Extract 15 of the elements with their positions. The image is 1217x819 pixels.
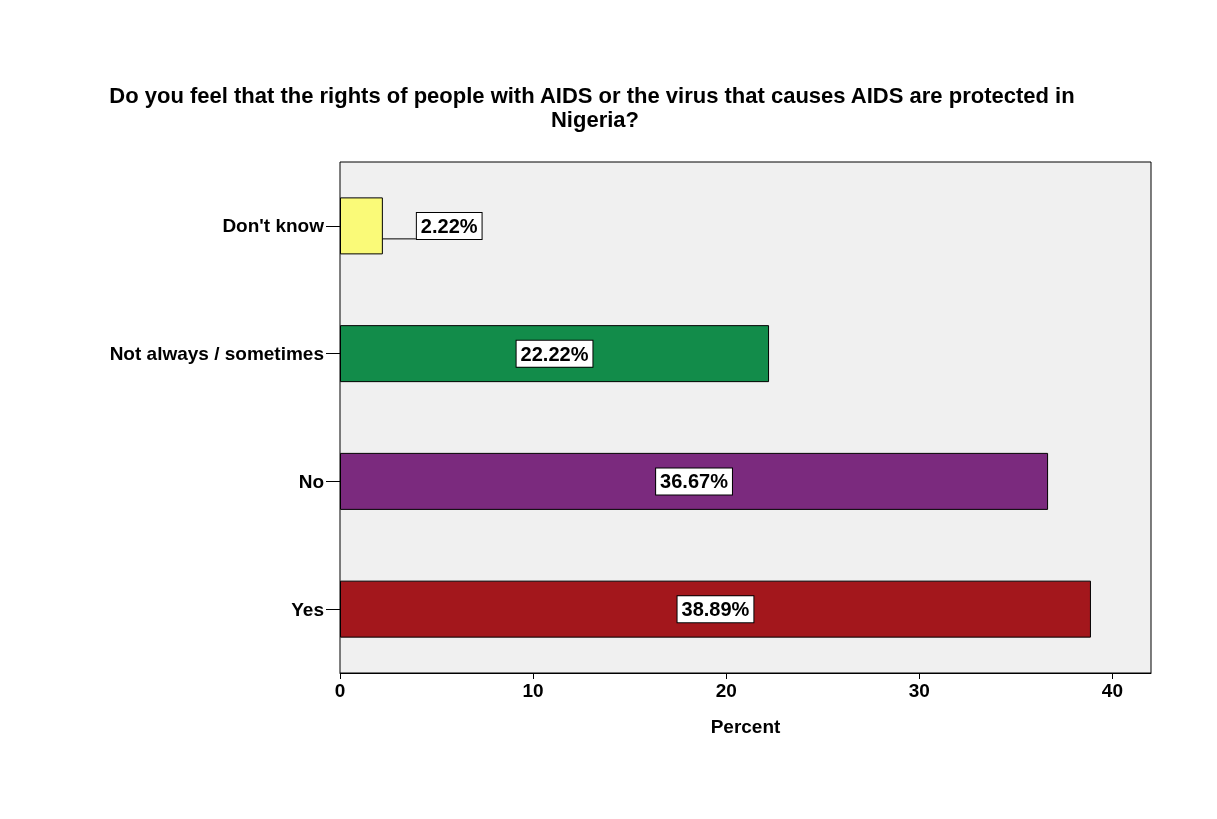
y-tick-label: Yes xyxy=(291,598,324,620)
x-tick-label: 40 xyxy=(1101,680,1123,701)
x-tick-label: 10 xyxy=(522,680,544,701)
data-label: 36.67% xyxy=(660,470,729,493)
y-tick-label: Not always / sometimes xyxy=(109,343,324,365)
x-tick-label: 30 xyxy=(908,680,930,701)
y-tick-label: Don't know xyxy=(222,215,325,237)
x-axis-title: Percent xyxy=(710,716,782,737)
data-label: 38.89% xyxy=(681,598,750,621)
x-tick-label: 20 xyxy=(715,680,737,701)
data-label: 22.22% xyxy=(520,342,589,365)
y-tick-label: No xyxy=(298,470,324,492)
chart-title: Do you feel that the rights of people with AIDS or the virus that causes AIDS are protected in Nigeria? xyxy=(109,82,1081,132)
data-label: 2.22% xyxy=(420,214,478,237)
x-tick-label: 0 xyxy=(334,680,346,701)
